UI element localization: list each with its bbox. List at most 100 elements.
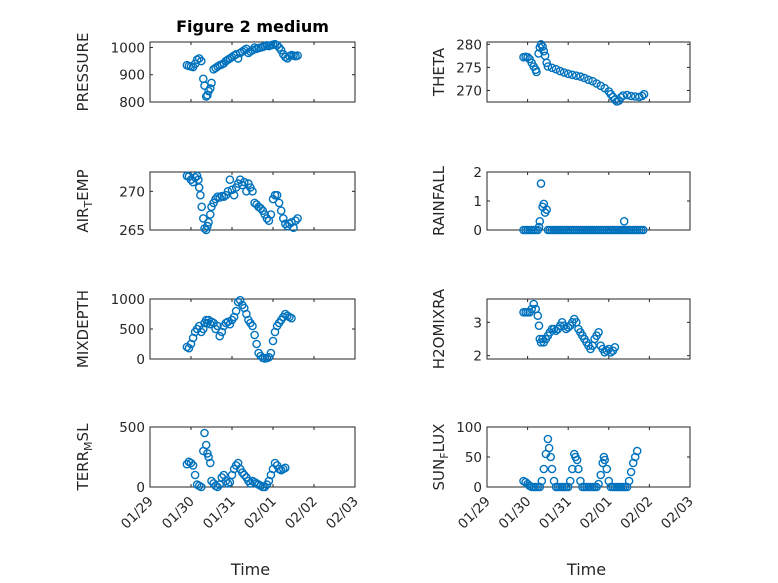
axes-box <box>486 426 691 488</box>
data-point <box>580 73 589 83</box>
data-point <box>260 482 270 492</box>
x-tick-label: 01/30 <box>159 494 198 533</box>
y-tick-label: 1000 <box>111 40 145 56</box>
data-point <box>188 461 198 470</box>
data-point <box>602 346 612 356</box>
y-axis-label-text: TERR <box>74 451 92 492</box>
data-point <box>534 321 544 331</box>
data-point <box>293 51 302 60</box>
data-point <box>248 186 257 196</box>
data-point <box>205 84 215 93</box>
data-point <box>201 440 211 450</box>
data-point <box>197 202 206 212</box>
data-point <box>538 42 547 51</box>
data-point <box>186 458 196 468</box>
x-tick-label: 02/02 <box>617 494 656 533</box>
y-tick-label: 280 <box>456 37 482 53</box>
data-point <box>532 67 541 77</box>
data-point <box>523 52 532 62</box>
data-point <box>626 467 636 477</box>
data-point <box>235 295 245 305</box>
data-point <box>200 428 209 438</box>
y-axis-label-text: THETA <box>430 47 448 97</box>
rainfall-panel: 0 1 2 RAINFALL <box>430 165 691 239</box>
x-tick-label: 02/03 <box>323 494 362 533</box>
data-point <box>219 192 229 201</box>
data-point <box>184 343 194 353</box>
data-point <box>203 221 212 231</box>
pressure-panel: 800 900 1000 PRESSURE Figure 2 medium <box>74 17 356 112</box>
data-point <box>272 41 282 50</box>
y-axis-label-text: AIR <box>74 208 92 233</box>
data-point <box>203 449 212 458</box>
data-point <box>250 43 259 52</box>
data-point <box>225 175 235 184</box>
data-point <box>250 330 259 340</box>
data-point <box>196 190 205 200</box>
y-tick-label: 2 <box>473 165 482 181</box>
data-point <box>276 45 286 55</box>
axes-box <box>486 41 691 103</box>
data-point <box>539 464 549 474</box>
data-point <box>542 58 552 68</box>
data-point <box>536 179 546 188</box>
data-point <box>205 458 215 468</box>
axes-box <box>486 171 691 231</box>
data-point <box>287 217 296 227</box>
data-point <box>188 177 198 187</box>
y-axis-label: THETA <box>430 47 448 97</box>
y-axis-label-suffix: LUX <box>430 424 448 453</box>
data-point <box>252 339 261 349</box>
data-point <box>543 62 553 71</box>
data-point <box>527 304 537 314</box>
y-tick-label: 0 <box>473 480 482 496</box>
y-tick-label: 265 <box>119 223 145 239</box>
data-point <box>198 324 208 334</box>
data-point <box>542 205 552 214</box>
y-axis-label: RAINFALL <box>430 165 448 236</box>
data-point <box>555 66 565 76</box>
data-point <box>618 91 628 100</box>
data-point <box>256 203 266 213</box>
theta-panel: 270 275 280 THETA <box>430 37 691 106</box>
data-point <box>565 476 575 486</box>
x-tick-label: 02/02 <box>282 494 321 533</box>
y-tick-label: 0 <box>136 480 145 496</box>
data-point <box>574 464 583 474</box>
data-point <box>572 71 581 80</box>
data-point <box>274 198 284 208</box>
data-point <box>215 331 224 341</box>
data-point <box>221 476 231 486</box>
data-point <box>278 214 288 223</box>
data-point <box>204 452 213 462</box>
x-axis-label: Time <box>230 560 270 579</box>
data-point <box>534 222 544 232</box>
y-tick-label: 0 <box>473 223 482 239</box>
data-point <box>594 479 603 489</box>
data-point <box>596 470 606 480</box>
data-point <box>229 190 239 200</box>
data-point <box>201 92 211 101</box>
data-point <box>280 463 290 473</box>
data-point <box>293 214 302 223</box>
air_temp-panel: 265 270 AIRTEMP <box>74 169 356 239</box>
data-point <box>192 171 202 181</box>
data-point <box>529 299 539 309</box>
data-point <box>572 455 582 465</box>
data-point <box>584 75 593 85</box>
y-tick-label: 500 <box>119 322 145 338</box>
data-point <box>563 322 573 332</box>
data-point <box>539 46 549 56</box>
y-tick-label: 275 <box>456 60 482 76</box>
data-point <box>233 54 243 63</box>
y-tick-label: 270 <box>456 83 482 99</box>
x-tick-label: 01/31 <box>536 494 575 533</box>
data-point <box>246 479 255 488</box>
data-point <box>223 317 233 327</box>
y-axis-label-text: PRESSURE <box>74 33 92 112</box>
data-point <box>239 470 249 480</box>
terr_msl-panel: 0 500 01/29 01/30 01/31 02/01 02/02 02/03 TERRMS… <box>74 420 362 579</box>
data-point <box>287 313 296 323</box>
data-point <box>203 90 212 100</box>
axes-box <box>149 171 356 231</box>
